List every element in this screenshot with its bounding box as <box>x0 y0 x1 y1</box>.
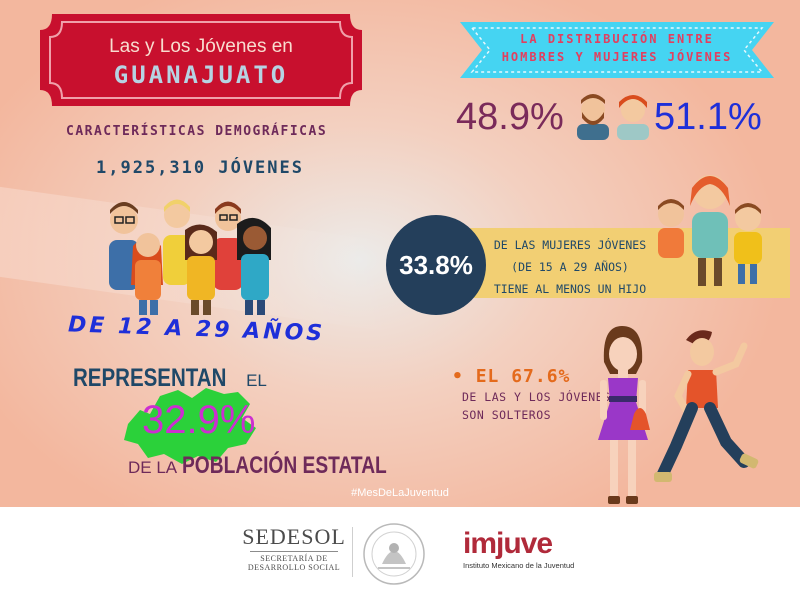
header-line-1: Las y Los Jóvenes en <box>109 36 293 57</box>
imjuve-logo: imjuve Instituto Mexicano de la Juventud <box>463 527 575 571</box>
single-line-1: • EL 67.6% <box>452 366 570 387</box>
sedesol-divider <box>250 551 338 552</box>
sedesol-logo: SEDESOL SECRETARÍA DE DESARROLLO SOCIAL <box>240 524 348 572</box>
imjuve-subtitle: Instituto Mexicano de la Juventud <box>463 561 575 570</box>
mothers-line-2: (DE 15 A 29 AÑOS) <box>511 260 629 274</box>
person-back-1 <box>109 202 139 290</box>
distribution-banner: LA DISTRIBUCIÓN ENTRE HOMBRES Y MUJERES … <box>460 16 774 84</box>
mothers-line-1: DE LAS MUJERES JÓVENES <box>493 238 647 252</box>
banner-line-2: HOMBRES Y MUJERES JÓVENES <box>501 50 733 64</box>
demographics-heading: CARACTERÍSTICAS DEMOGRÁFICAS <box>66 124 328 139</box>
single-line-2: DE LAS Y LOS JÓVENES <box>462 390 611 404</box>
guanajuato-map <box>120 384 260 468</box>
youth-group-illustration <box>95 190 285 315</box>
mother-children-illustration <box>652 166 770 286</box>
person-front-2 <box>185 224 217 315</box>
percent-circle <box>386 215 486 315</box>
header-line-2: GUANAJUATO <box>113 61 289 89</box>
de-la-text: DE LA <box>128 458 178 477</box>
vertical-divider <box>352 527 353 577</box>
mothers-percent: 33.8% <box>399 250 473 280</box>
banner-line-1: LA DISTRIBUCIÓN ENTRE <box>520 32 714 46</box>
child-left-figure <box>658 199 684 280</box>
person-front-1 <box>131 233 163 315</box>
imjuve-wordmark: imjuve <box>463 527 553 560</box>
men-percent: 48.9% <box>456 96 564 138</box>
sedesol-sub-1: SECRETARÍA DE <box>260 554 328 563</box>
poblacion-estatal-text: POBLACIÓN ESTATAL <box>182 452 388 479</box>
footer: SEDESOL SECRETARÍA DE DESARROLLO SOCIAL … <box>0 507 800 600</box>
person-back-3 <box>213 201 243 290</box>
represent-el: EL <box>246 371 267 390</box>
hashtag: #MesDeLaJuventud <box>351 487 449 499</box>
sedesol-title: SEDESOL <box>242 524 346 549</box>
men-women-faces <box>574 88 654 140</box>
woman-figure-illustration <box>590 322 656 507</box>
bullet-icon: • <box>452 366 464 387</box>
infographic-canvas: Las y Los Jóvenes en GUANAJUATO CARACTER… <box>0 0 800 507</box>
population-line: DE LA POBLACIÓN ESTATAL <box>128 452 438 480</box>
mother-figure <box>690 175 730 286</box>
man-face-icon <box>577 94 609 140</box>
person-back-2 <box>163 199 191 285</box>
child-right-figure <box>734 203 762 284</box>
total-youth: 1,925,310 JÓVENES <box>96 158 304 178</box>
man-walking-illustration <box>652 326 764 488</box>
youth-population-percent: 32.9% <box>142 398 256 442</box>
mexico-seal-icon <box>360 520 428 588</box>
sedesol-sub-2: DESARROLLO SOCIAL <box>247 563 341 572</box>
mothers-line-3: TIENE AL MENOS UN HIJO <box>493 282 647 296</box>
woman-face-icon <box>617 95 649 140</box>
person-front-3 <box>237 217 271 315</box>
single-percent: EL 67.6% <box>475 366 571 387</box>
single-line-3: SON SOLTEROS <box>462 408 552 422</box>
women-percent: 51.1% <box>654 96 762 138</box>
represent-line: REPRESENTAN EL <box>73 364 267 393</box>
header-ticket: Las y Los Jóvenes en GUANAJUATO <box>40 6 362 114</box>
ticket-shape <box>40 14 362 106</box>
represent-word: REPRESENTAN <box>73 364 227 392</box>
